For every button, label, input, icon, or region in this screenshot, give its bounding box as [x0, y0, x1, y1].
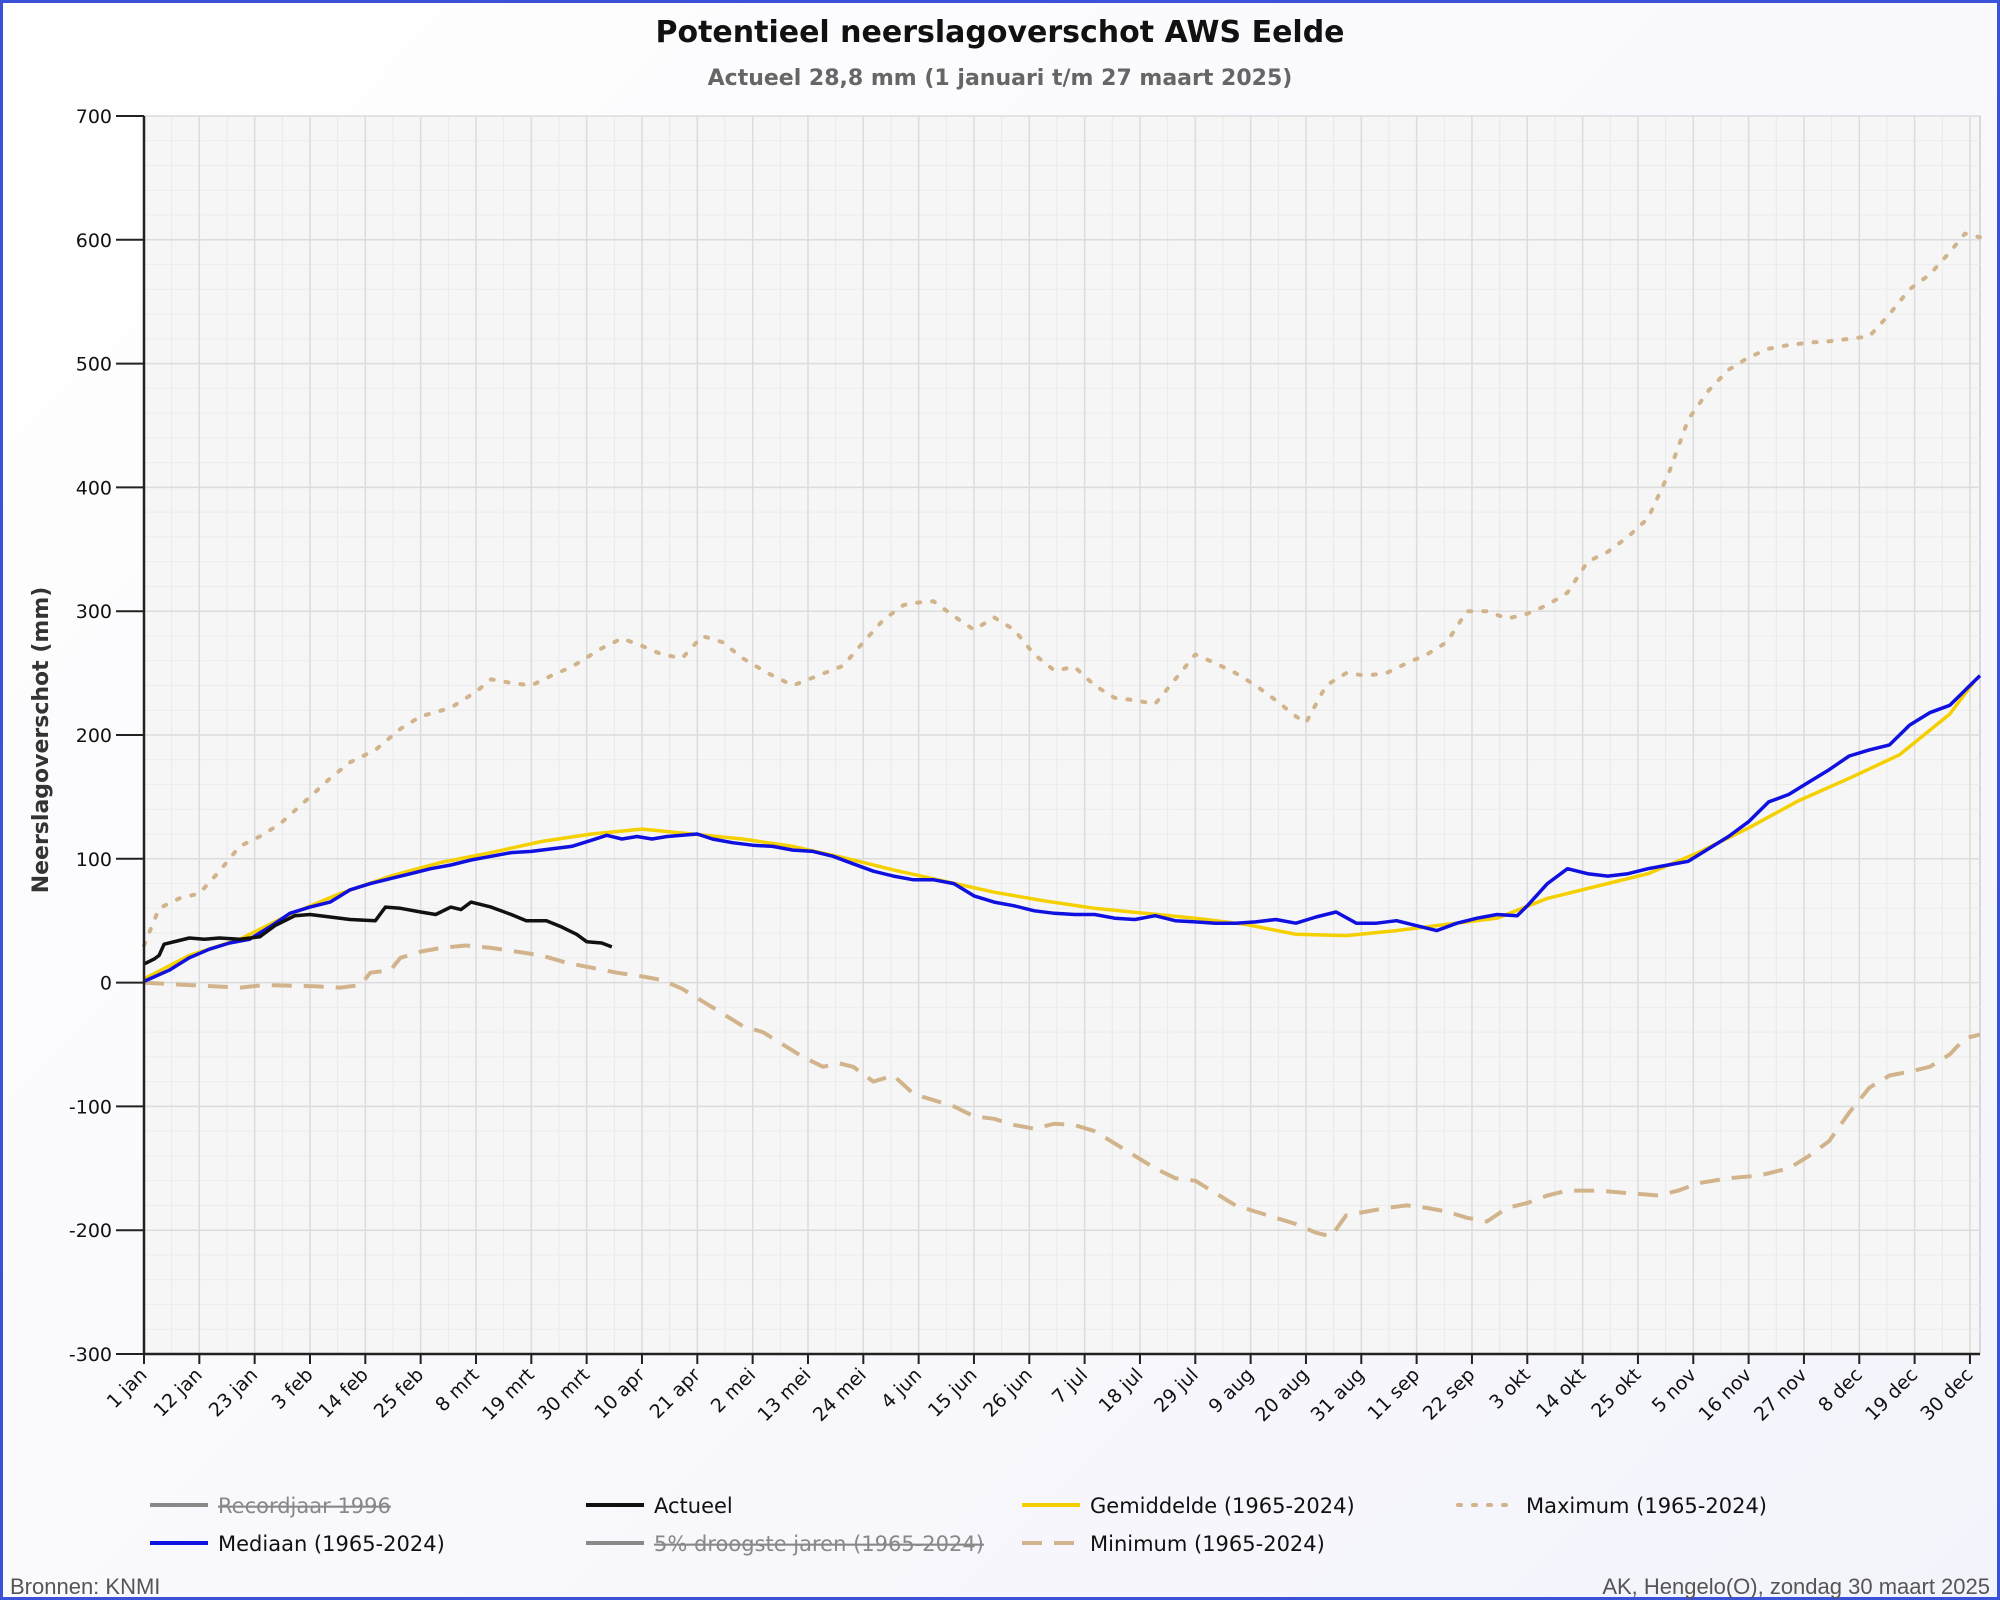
chart-subtitle: Actueel 28,8 mm (1 januari t/m 27 maart …: [708, 66, 1293, 91]
x-tick-label: 19 mrt: [478, 1364, 539, 1425]
y-tick-label: 600: [76, 230, 112, 252]
y-tick-label: 300: [76, 601, 112, 623]
x-tick-label: 20 aug: [1251, 1364, 1313, 1426]
x-tick-label: 12 jan: [149, 1364, 206, 1421]
y-axis-ticks: -300 -200 -100 0 100 200 300 400 500 600 700: [69, 106, 144, 1366]
x-tick-label: 27 nov: [1750, 1364, 1812, 1426]
x-tick-label: 31 aug: [1307, 1364, 1369, 1426]
x-tick-label: 22 sep: [1419, 1364, 1480, 1425]
series-lines: [142, 231, 1982, 1239]
y-tick-label: -100: [69, 1096, 112, 1118]
x-tick-label: 25 feb: [370, 1364, 428, 1422]
legend: Recordjaar 1996 Actueel Gemiddelde (1965-2…: [150, 1494, 1767, 1556]
x-tick-label: 16 nov: [1695, 1364, 1757, 1426]
x-tick-label: 15 jun: [924, 1364, 982, 1422]
legend-label: 5% droogste jaren (1965-2024): [654, 1532, 984, 1556]
y-tick-label: -200: [69, 1220, 112, 1242]
x-tick-label: 3 feb: [268, 1364, 318, 1414]
legend-label: Actueel: [654, 1494, 733, 1518]
x-tick-label: 21 apr: [646, 1364, 705, 1423]
x-tick-label: 30 mrt: [533, 1364, 594, 1425]
footer-credit: AK, Hengelo(O), zondag 30 maart 2025: [1602, 1574, 1990, 1599]
footer-source: Bronnen: KNMI: [10, 1574, 161, 1599]
x-tick-label: 4 jun: [877, 1364, 926, 1413]
y-tick-label: -300: [69, 1344, 112, 1366]
x-tick-label: 7 jul: [1048, 1364, 1092, 1408]
y-tick-label: 200: [76, 725, 112, 747]
y-tick-label: 700: [76, 106, 112, 128]
series-line: [143, 679, 1977, 981]
x-tick-label: 29 jul: [1150, 1364, 1203, 1417]
x-tick-label: 30 dec: [1916, 1364, 1977, 1425]
legend-label: Recordjaar 1996: [218, 1494, 391, 1518]
x-tick-label: 24 mei: [809, 1364, 871, 1426]
y-tick-label: 0: [100, 973, 112, 995]
legend-label: Minimum (1965-2024): [1090, 1532, 1325, 1556]
x-tick-label: 23 jan: [205, 1364, 262, 1421]
grid-lines: [143, 115, 1980, 1355]
x-tick-label: 8 dec: [1814, 1364, 1867, 1417]
x-tick-label: 5 nov: [1648, 1364, 1701, 1417]
x-tick-label: 13 mei: [753, 1364, 815, 1426]
x-tick-label: 2 mei: [707, 1364, 760, 1417]
x-tick-label: 26 jun: [979, 1364, 1037, 1422]
x-tick-label: 3 okt: [1485, 1364, 1535, 1414]
x-tick-label: 1 jan: [103, 1364, 152, 1413]
chart-title: Potentieel neerslagoverschot AWS Eelde: [655, 15, 1344, 50]
x-tick-label: 19 dec: [1861, 1364, 1922, 1425]
legend-label: Gemiddelde (1965-2024): [1090, 1494, 1355, 1518]
y-tick-label: 400: [76, 477, 112, 499]
x-tick-label: 14 feb: [314, 1364, 372, 1422]
x-tick-label: 10 apr: [590, 1364, 649, 1423]
y-tick-label: 100: [76, 849, 112, 871]
x-tick-label: 18 jul: [1095, 1364, 1148, 1417]
legend-label: Maximum (1965-2024): [1526, 1494, 1767, 1518]
axes: [142, 116, 1980, 1356]
series-line: [143, 943, 1981, 1239]
x-tick-label: 8 mrt: [431, 1364, 483, 1416]
x-tick-label: 14 okt: [1532, 1364, 1590, 1422]
legend-label: Mediaan (1965-2024): [218, 1532, 445, 1556]
x-tick-label: 11 sep: [1363, 1364, 1424, 1425]
x-tick-label: 9 aug: [1205, 1364, 1259, 1418]
series-line: [143, 900, 613, 966]
series-line: [143, 674, 1982, 983]
x-tick-label: 25 okt: [1587, 1364, 1645, 1422]
y-axis-label: Neerslagoverschot (mm): [29, 587, 54, 894]
y-tick-label: 500: [76, 354, 112, 376]
